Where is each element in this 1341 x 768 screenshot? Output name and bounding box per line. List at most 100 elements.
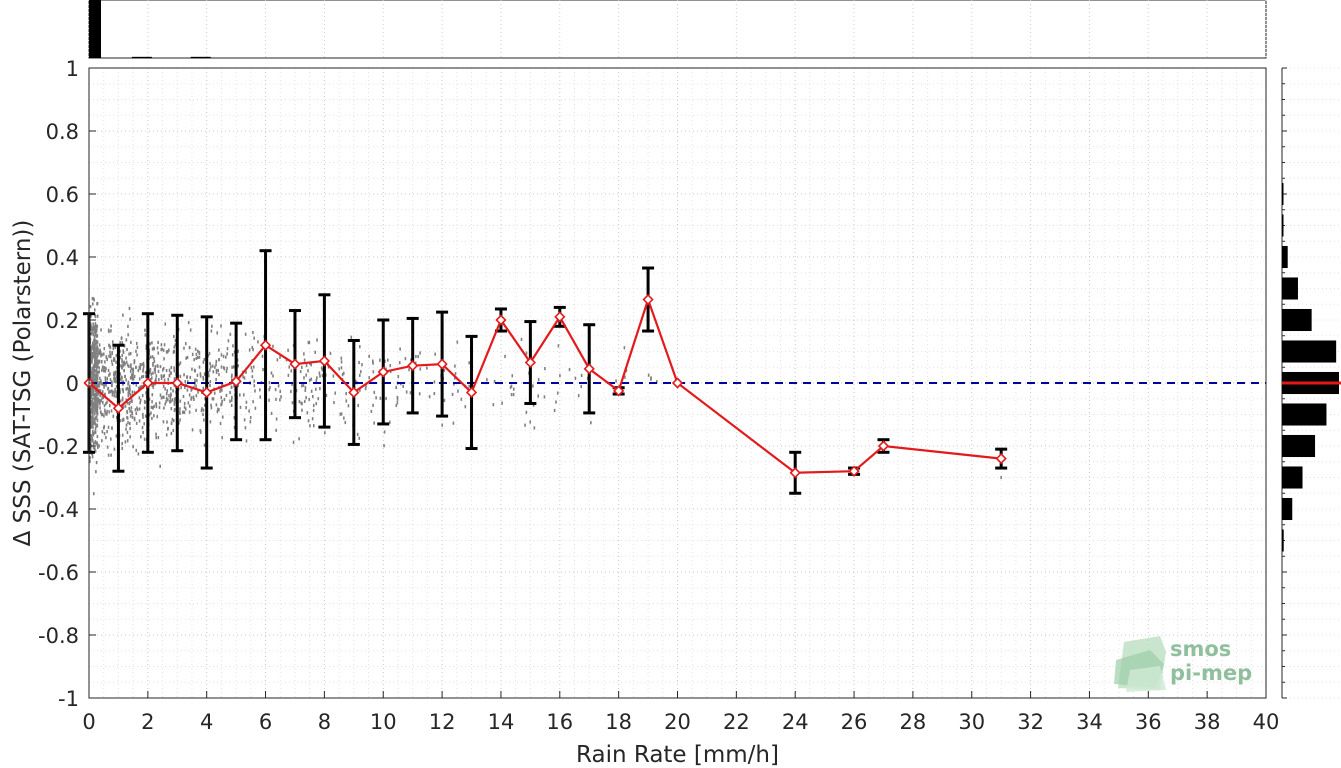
scatter-point [301, 408, 303, 412]
scatter-point [533, 426, 536, 430]
scatter-point [91, 356, 94, 360]
scatter-point [104, 376, 107, 380]
scatter-point [218, 372, 220, 377]
scatter-point [623, 346, 626, 350]
scatter-point [94, 354, 97, 358]
scatter-point [140, 435, 142, 439]
scatter-point [199, 372, 202, 376]
scatter-point [152, 405, 154, 410]
scatter-point [242, 393, 245, 397]
scatter-point [316, 376, 318, 380]
scatter-point [190, 397, 192, 401]
scatter-point [95, 470, 97, 474]
scatter-point [237, 383, 240, 388]
scatter-point [103, 347, 106, 351]
series-marker [318, 355, 331, 367]
scatter-point [133, 374, 136, 379]
scatter-point [108, 344, 111, 348]
scatter-point [94, 385, 97, 389]
scatter-point [171, 398, 174, 402]
scatter-point [434, 352, 436, 356]
scatter-point [157, 364, 159, 368]
scatter-point [123, 368, 125, 373]
scatter-point [129, 414, 132, 418]
scatter-point [95, 424, 97, 428]
scatter-point [99, 406, 101, 410]
right-histogram-bar [1282, 308, 1312, 332]
scatter-point [143, 406, 146, 410]
scatter-point [408, 368, 410, 372]
scatter-point [379, 396, 382, 400]
scatter-point [129, 409, 131, 413]
scatter-point [152, 346, 155, 350]
scatter-point [111, 426, 113, 430]
scatter-point [91, 371, 94, 375]
scatter-point [121, 353, 124, 358]
scatter-point [144, 371, 147, 375]
scatter-point [156, 415, 159, 419]
scatter-point [93, 330, 96, 334]
scatter-point [102, 352, 105, 356]
scatter-point [384, 359, 386, 363]
scatter-point [129, 393, 132, 397]
scatter-point [149, 367, 152, 372]
scatter-point [151, 416, 153, 421]
scatter-point [163, 378, 166, 382]
scatter-point [345, 391, 347, 396]
x-tick-label: 22 [723, 710, 750, 734]
scatter-point [303, 399, 306, 404]
scatter-point [121, 441, 124, 446]
scatter-point [90, 400, 93, 405]
scatter-point [102, 382, 104, 387]
scatter-point [198, 355, 201, 359]
scatter-point [219, 389, 221, 393]
scatter-point [231, 353, 234, 357]
series-marker [848, 465, 860, 477]
scatter-point [162, 348, 165, 352]
scatter-point [97, 359, 100, 363]
scatter-point [152, 363, 154, 367]
scatter-point [137, 368, 140, 373]
scatter-point [170, 407, 173, 411]
scatter-point [103, 365, 106, 370]
scatter-point [122, 364, 124, 368]
scatter-point [108, 329, 110, 334]
scatter-point [94, 324, 97, 328]
scatter-point [312, 424, 315, 428]
scatter-point [127, 380, 130, 384]
scatter-point [127, 333, 129, 337]
scatter-point [504, 354, 506, 359]
scatter-point [229, 390, 231, 395]
scatter-point [316, 338, 318, 342]
x-tick-label: 34 [1076, 710, 1103, 734]
scatter-point [370, 409, 373, 413]
scatter-point [125, 423, 128, 427]
scatter-point [104, 411, 107, 415]
scatter-point [195, 394, 198, 398]
scatter-point [169, 371, 172, 375]
scatter-point [127, 388, 130, 392]
scatter-point [92, 409, 94, 413]
scatter-point [270, 411, 273, 416]
scatter-point [262, 367, 264, 372]
scatter-point [131, 415, 134, 419]
scatter-point [173, 334, 175, 339]
scatter-point [279, 355, 281, 359]
scatter-point [91, 429, 94, 433]
scatter-point [135, 365, 137, 370]
scatter-point [92, 442, 95, 446]
scatter-point [91, 377, 94, 381]
scatter-point [307, 419, 310, 423]
scatter-point [93, 354, 95, 359]
scatter-point [198, 365, 201, 369]
scatter-point [96, 302, 98, 306]
scatter-point [512, 392, 515, 397]
scatter-point [129, 351, 132, 356]
x-tick-label: 24 [782, 710, 809, 734]
scatter-point [162, 366, 165, 371]
scatter-point [94, 398, 96, 402]
scatter-point [173, 402, 176, 406]
scatter-point [110, 389, 113, 393]
scatter-point [122, 349, 124, 353]
